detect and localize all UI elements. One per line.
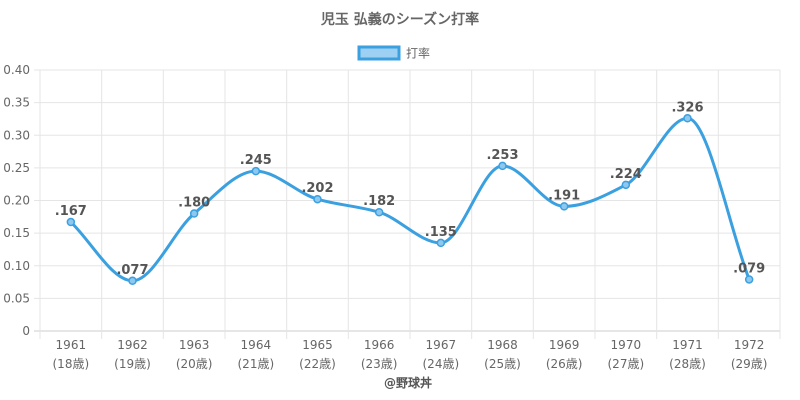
x-tick-label: 1970 [611,338,642,352]
data-label: .202 [301,181,333,196]
y-tick-label: 0 [22,324,30,338]
y-tick-label: 0.30 [3,128,30,142]
data-label: .224 [610,167,642,182]
data-label: .253 [486,148,518,163]
data-label: .182 [363,194,395,209]
x-tick-age-label: (29歳) [731,357,768,371]
y-tick-label: 0.05 [3,291,30,305]
x-tick-age-label: (26歳) [546,357,583,371]
data-point[interactable] [621,180,631,190]
data-label: .167 [55,204,87,219]
data-point[interactable] [559,202,569,211]
data-label: .245 [240,153,272,168]
data-label: .135 [425,225,457,240]
x-tick-age-label: (28歳) [669,357,706,371]
data-label: .077 [116,263,148,278]
data-points [66,114,754,286]
x-tick-label: 1961 [56,338,87,352]
x-tick-age-label: (21歳) [238,357,275,371]
grid [34,69,781,339]
legend-label: 打率 [406,46,430,61]
credit-label: @野球丼 [384,375,432,390]
data-point[interactable] [374,207,384,217]
y-tick-label: 0.10 [3,259,30,273]
data-label: .326 [671,100,703,115]
x-tick-label: 1966 [364,338,395,352]
y-axis-ticks: 0 0.05 0.10 0.15 0.20 0.25 0.30 0.35 0.40 [3,63,30,338]
data-point[interactable] [251,166,261,176]
data-label: .180 [178,196,210,211]
data-label: .191 [548,188,580,203]
y-tick-label: 0.15 [3,226,30,240]
data-point[interactable] [436,238,446,248]
x-tick-age-label: (25歳) [484,357,521,371]
data-point[interactable] [128,276,137,286]
x-tick-label: 1964 [241,338,272,352]
data-point[interactable] [683,114,692,123]
legend-swatch [357,45,401,61]
x-tick-label: 1972 [734,338,765,352]
data-point[interactable] [744,275,754,284]
x-axis-ticks: 1961 (18歳) 1962 (19歳) 1963 (20歳) 1964 (21歳) 1965… [53,338,768,371]
y-tick-label: 0.35 [3,96,30,110]
data-point[interactable] [66,217,76,227]
x-tick-age-label: (19歳) [114,357,151,371]
chart-title: 児玉 弘義のシーズン打率 [320,11,479,28]
data-point[interactable] [313,194,322,204]
data-point[interactable] [189,209,199,218]
legend[interactable]: 打率 [357,45,430,61]
x-tick-age-label: (20歳) [176,357,213,371]
data-label: .079 [733,261,765,276]
data-labels: .167 .077 .180 .245 .202 .182 .135 .253 .191 .224… [55,100,765,277]
x-tick-label: 1967 [426,338,457,352]
y-tick-label: 0.25 [3,161,30,175]
x-tick-age-label: (27歳) [608,357,645,371]
data-point[interactable] [498,161,507,171]
x-tick-age-label: (22歳) [299,357,336,371]
x-tick-label: 1962 [117,338,148,352]
x-tick-age-label: (18歳) [53,357,90,371]
x-tick-label: 1963 [179,338,210,352]
y-tick-label: 0.40 [3,63,30,77]
x-tick-label: 1971 [672,338,703,352]
y-tick-label: 0.20 [3,194,30,208]
x-tick-age-label: (24歳) [423,357,460,371]
x-tick-label: 1965 [302,338,333,352]
x-tick-label: 1969 [549,338,580,352]
x-tick-age-label: (23歳) [361,357,398,371]
x-tick-label: 1968 [487,338,518,352]
